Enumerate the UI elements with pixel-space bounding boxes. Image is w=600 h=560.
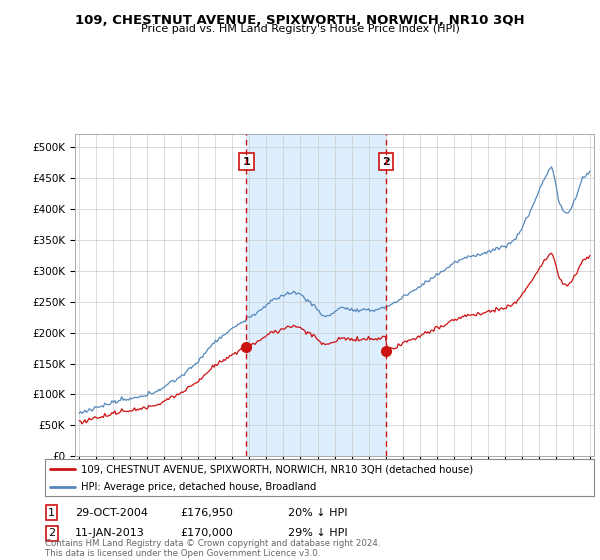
Text: £170,000: £170,000 xyxy=(180,528,233,538)
Text: 29% ↓ HPI: 29% ↓ HPI xyxy=(288,528,347,538)
Text: 1: 1 xyxy=(242,157,250,167)
Text: 11-JAN-2013: 11-JAN-2013 xyxy=(75,528,145,538)
Bar xyxy=(247,134,386,456)
Text: 109, CHESTNUT AVENUE, SPIXWORTH, NORWICH, NR10 3QH: 109, CHESTNUT AVENUE, SPIXWORTH, NORWICH… xyxy=(75,14,525,27)
Text: HPI: Average price, detached house, Broadland: HPI: Average price, detached house, Broa… xyxy=(80,482,316,492)
Text: 1: 1 xyxy=(48,508,55,518)
Text: Contains HM Land Registry data © Crown copyright and database right 2024.
This d: Contains HM Land Registry data © Crown c… xyxy=(45,539,380,558)
Text: Price paid vs. HM Land Registry's House Price Index (HPI): Price paid vs. HM Land Registry's House … xyxy=(140,24,460,34)
Text: 2: 2 xyxy=(48,528,55,538)
Text: 109, CHESTNUT AVENUE, SPIXWORTH, NORWICH, NR10 3QH (detached house): 109, CHESTNUT AVENUE, SPIXWORTH, NORWICH… xyxy=(80,464,473,474)
Text: 20% ↓ HPI: 20% ↓ HPI xyxy=(288,508,347,518)
Text: 2: 2 xyxy=(382,157,390,167)
Text: £176,950: £176,950 xyxy=(180,508,233,518)
Text: 29-OCT-2004: 29-OCT-2004 xyxy=(75,508,148,518)
